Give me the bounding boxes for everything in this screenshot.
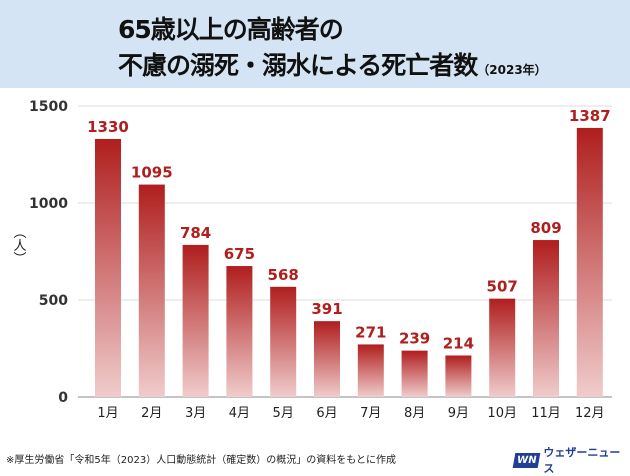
data-label: 1095: [131, 164, 173, 182]
y-tick-label: 500: [39, 293, 68, 309]
data-label: 1387: [569, 107, 611, 125]
data-label: 271: [355, 323, 386, 341]
chart-title-line1: 65歳以上の高齢者の: [118, 15, 344, 44]
data-label: 214: [443, 334, 474, 352]
x-tick-label: 4月: [229, 406, 250, 421]
x-tick-label: 2月: [141, 406, 162, 421]
x-tick-label: 1月: [97, 406, 118, 421]
bar: [270, 286, 297, 397]
bar: [445, 355, 472, 397]
data-label: 239: [399, 330, 430, 348]
bar: [95, 138, 121, 398]
bar: [182, 244, 209, 397]
data-label: 809: [530, 219, 561, 237]
data-label: 391: [311, 300, 342, 318]
title-banner: [0, 0, 630, 88]
x-tick-label: 8月: [404, 406, 425, 421]
footnote: ※厚生労働省「令和5年（2023）人口動態統計（確定数）の概況」の資料をもとに作…: [6, 455, 396, 466]
bar: [533, 240, 559, 397]
data-label: 507: [487, 278, 518, 296]
y-tick-label: 0: [58, 390, 68, 406]
bar: [138, 184, 165, 397]
logo-mark: WN: [512, 452, 541, 468]
x-tick-label: 7月: [360, 406, 381, 421]
data-label: 784: [180, 224, 211, 242]
x-tick-label: 3月: [185, 406, 206, 421]
y-tick-label: 1500: [29, 99, 68, 115]
bar: [314, 321, 340, 397]
data-label: 568: [268, 266, 299, 284]
bar: [489, 298, 516, 397]
y-tick-label: 1000: [29, 196, 68, 212]
y-axis-label: （人）: [11, 226, 27, 265]
bar: [576, 127, 603, 397]
data-label: 1330: [87, 118, 129, 136]
weathernews-logo: WN ウェザーニュース: [512, 444, 630, 476]
x-tick-label: 11月: [531, 406, 561, 421]
x-tick-label: 10月: [487, 406, 517, 421]
bar: [401, 350, 428, 397]
logo-text: ウェザーニュース: [543, 446, 621, 475]
bar: [357, 344, 384, 397]
x-tick-label: 6月: [316, 406, 337, 421]
chart-title-line2: 不慮の溺死・溺水による死亡者数（2023年）: [118, 46, 547, 82]
data-label: 675: [224, 245, 255, 263]
bar: [226, 266, 253, 397]
x-tick-label: 9月: [448, 406, 469, 421]
chart-title-year: （2023年）: [477, 63, 547, 77]
x-tick-label: 12月: [575, 406, 605, 421]
x-tick-label: 5月: [273, 406, 294, 421]
chart-title-main: 不慮の溺死・溺水による死亡者数: [118, 51, 478, 80]
